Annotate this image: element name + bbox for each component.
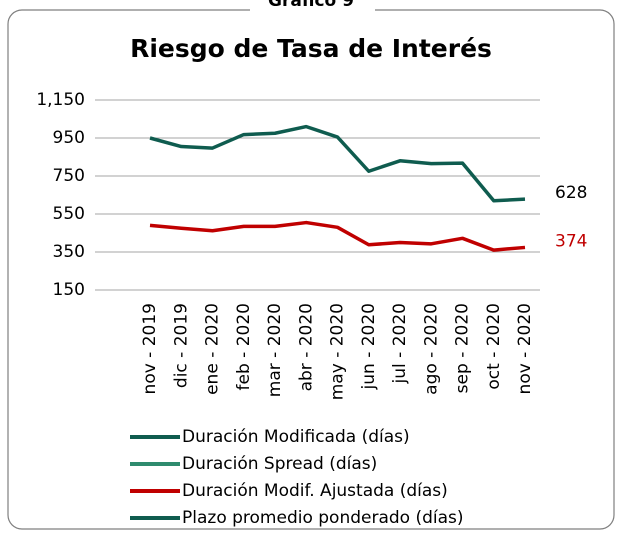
chart-frame <box>7 9 615 530</box>
y-tick-label: 150 <box>53 280 85 300</box>
x-tick-label: oct - 2020 <box>484 303 504 390</box>
x-tick-label: sep - 2020 <box>453 303 473 393</box>
x-tick-label: dic - 2019 <box>171 303 191 388</box>
end-label: 628 <box>555 183 587 203</box>
y-tick-label: 750 <box>53 166 85 186</box>
legend-label: Duración Modificada (días) <box>182 427 410 447</box>
x-tick-label: mar - 2020 <box>265 303 285 397</box>
y-tick-label: 950 <box>53 128 85 148</box>
chart-title: Riesgo de Tasa de Interés <box>130 34 492 63</box>
x-tick-label: ago - 2020 <box>421 303 441 395</box>
caption-bg <box>250 0 375 12</box>
x-tick-label: jun - 2020 <box>359 303 379 390</box>
legend-label: Plazo promedio ponderado (días) <box>182 508 464 528</box>
y-tick-label: 350 <box>53 242 85 262</box>
x-tick-label: nov - 2020 <box>515 303 535 394</box>
series-line <box>149 124 526 203</box>
series-line <box>149 220 526 252</box>
legend-label: Duración Modif. Ajustada (días) <box>182 481 448 501</box>
x-tick-label: abr - 2020 <box>296 303 316 391</box>
legend-label: Duración Spread (días) <box>182 454 377 474</box>
y-tick-label: 550 <box>53 204 85 224</box>
y-tick-label: 1,150 <box>36 90 85 110</box>
x-tick-label: ene - 2020 <box>203 303 223 395</box>
x-tick-label: feb - 2020 <box>234 303 254 390</box>
caption: Gráfico 9 <box>268 0 354 11</box>
x-tick-label: jul - 2020 <box>390 303 410 384</box>
x-tick-label: nov - 2019 <box>140 303 160 394</box>
x-tick-label: may - 2020 <box>328 303 348 400</box>
end-label: 374 <box>555 231 587 251</box>
